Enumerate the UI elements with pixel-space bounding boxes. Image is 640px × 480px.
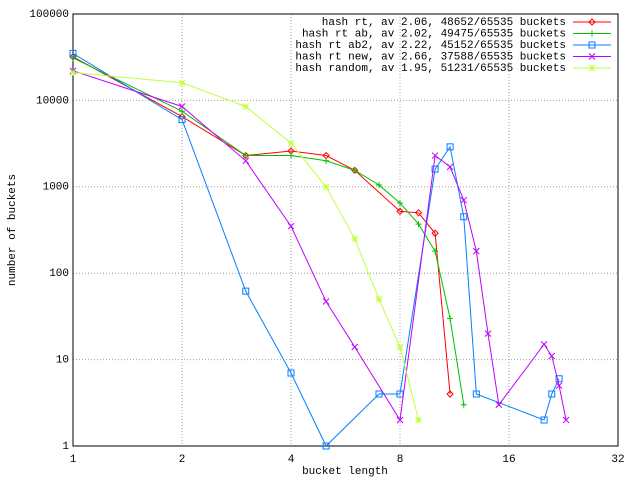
data-point [69, 49, 77, 57]
x-tick-label: 16 [502, 454, 515, 466]
data-point [287, 147, 295, 155]
data-point [472, 390, 480, 398]
y-tick-label: 100000 [29, 9, 69, 21]
data-point [460, 196, 468, 204]
y-axis-label: number of buckets [7, 174, 19, 286]
data-point [414, 209, 423, 217]
data-point [351, 166, 359, 175]
data-point [460, 213, 468, 221]
data-point [351, 343, 359, 351]
data-point [415, 221, 422, 228]
data-point [484, 330, 492, 337]
data-point [396, 207, 404, 216]
data-point [555, 375, 563, 383]
data-point [322, 183, 330, 191]
data-point [322, 151, 330, 160]
data-point [322, 298, 330, 305]
legend-marker [588, 41, 596, 49]
data-point [179, 108, 185, 115]
x-axis-label: bucket length [302, 466, 388, 478]
data-point [242, 157, 250, 165]
legend-label: hash rt, av 2.06, 48652/65535 buckets [322, 17, 566, 29]
series-line [72, 70, 567, 422]
data-point [376, 181, 383, 188]
data-point [415, 416, 422, 424]
data-point [446, 143, 454, 151]
data-point [495, 401, 503, 409]
data-point [555, 382, 563, 389]
data-point [548, 352, 556, 360]
data-point [472, 247, 480, 255]
data-point [351, 235, 359, 243]
data-point [242, 287, 250, 295]
x-tick-label: 2 [179, 454, 186, 466]
data-point [562, 416, 570, 424]
legend-label: hash rt new, av 2.66, 37588/65535 bucket… [295, 51, 566, 63]
legend-label: hash rt ab, av 2.02, 49475/65535 buckets [302, 28, 566, 40]
data-point [375, 295, 383, 303]
data-point [288, 152, 294, 159]
data-point [351, 167, 358, 174]
data-point [396, 343, 404, 351]
data-point [548, 390, 556, 398]
data-point [69, 69, 77, 76]
legend-marker [588, 18, 596, 26]
data-point [323, 157, 330, 164]
y-tick-label: 10 [56, 355, 69, 367]
data-point [242, 103, 250, 110]
x-tick-label: 4 [288, 454, 295, 466]
series-line [72, 56, 451, 395]
data-point [432, 248, 439, 255]
data-point [287, 369, 295, 377]
legend-marker [589, 30, 595, 37]
x-tick-label: 32 [611, 454, 624, 466]
y-tick-label: 10000 [36, 95, 69, 107]
data-point [460, 401, 467, 408]
x-tick-label: 1 [70, 454, 77, 466]
data-point [375, 390, 383, 398]
legend-marker [588, 53, 596, 60]
data-point [446, 390, 454, 398]
series-line [72, 57, 465, 405]
series-line [72, 52, 560, 447]
data-point [447, 315, 454, 322]
y-tick-label: 100 [49, 268, 69, 280]
data-point [397, 199, 403, 206]
x-tick-label: 8 [397, 454, 404, 466]
legend-label: hash random, av 1.95, 51231/65535 bucket… [295, 63, 566, 75]
data-point [396, 416, 404, 424]
data-point [540, 416, 548, 424]
data-point [540, 341, 548, 348]
legend-marker [588, 64, 596, 72]
data-point [287, 222, 295, 230]
series-line [72, 72, 420, 421]
data-point [178, 116, 186, 124]
data-point [178, 103, 186, 110]
data-point [431, 165, 439, 173]
legend-label: hash rt ab2, av 2.22, 45152/65535 bucket… [295, 40, 566, 52]
data-point [431, 229, 439, 237]
y-tick-label: 1 [62, 441, 69, 453]
plot-border [72, 13, 619, 447]
data-point [446, 163, 454, 171]
data-point [178, 79, 186, 87]
data-point [431, 152, 439, 159]
data-point [287, 139, 295, 147]
y-tick-label: 1000 [43, 182, 69, 194]
data-point [322, 442, 330, 450]
data-point [242, 152, 249, 159]
